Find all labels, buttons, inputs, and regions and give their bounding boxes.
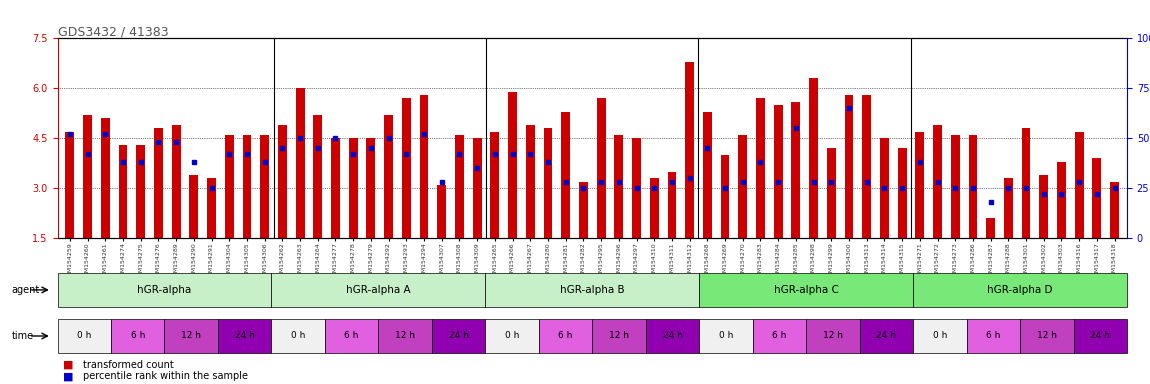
Text: percentile rank within the sample: percentile rank within the sample bbox=[83, 371, 247, 381]
Bar bbox=[827, 148, 836, 238]
Bar bbox=[597, 98, 606, 238]
Text: 24 h: 24 h bbox=[1090, 331, 1110, 341]
Text: agent: agent bbox=[12, 285, 40, 295]
Bar bbox=[278, 125, 286, 238]
Bar bbox=[791, 102, 800, 238]
Bar bbox=[544, 128, 552, 238]
Text: 12 h: 12 h bbox=[396, 331, 415, 341]
Bar bbox=[1057, 162, 1066, 238]
Bar bbox=[1092, 158, 1102, 238]
Text: 0 h: 0 h bbox=[719, 331, 734, 341]
Bar bbox=[951, 135, 959, 238]
Bar bbox=[331, 138, 340, 238]
Bar bbox=[118, 145, 128, 238]
Text: 12 h: 12 h bbox=[610, 331, 629, 341]
Bar bbox=[933, 125, 942, 238]
Bar bbox=[437, 185, 446, 238]
Bar bbox=[296, 88, 305, 238]
Bar bbox=[1004, 178, 1013, 238]
Bar bbox=[190, 175, 198, 238]
Bar bbox=[490, 132, 499, 238]
Text: 0 h: 0 h bbox=[933, 331, 948, 341]
Text: 0 h: 0 h bbox=[505, 331, 520, 341]
Bar bbox=[667, 172, 676, 238]
Text: 6 h: 6 h bbox=[987, 331, 1000, 341]
Bar bbox=[420, 95, 429, 238]
Text: 24 h: 24 h bbox=[662, 331, 682, 341]
Bar bbox=[810, 78, 818, 238]
Bar bbox=[154, 128, 163, 238]
Text: hGR-alpha B: hGR-alpha B bbox=[560, 285, 624, 295]
Text: 6 h: 6 h bbox=[773, 331, 787, 341]
Bar bbox=[578, 182, 588, 238]
Bar bbox=[774, 105, 783, 238]
Text: 6 h: 6 h bbox=[131, 331, 145, 341]
Bar bbox=[66, 132, 75, 238]
Bar bbox=[83, 115, 92, 238]
Text: hGR-alpha D: hGR-alpha D bbox=[988, 285, 1052, 295]
Bar bbox=[171, 125, 181, 238]
Bar bbox=[721, 155, 729, 238]
Bar bbox=[401, 98, 411, 238]
Bar bbox=[313, 115, 322, 238]
Bar bbox=[987, 218, 995, 238]
Bar bbox=[915, 132, 925, 238]
Bar bbox=[738, 135, 748, 238]
Bar bbox=[614, 135, 623, 238]
Bar bbox=[632, 138, 641, 238]
Bar bbox=[561, 112, 570, 238]
Bar bbox=[207, 178, 216, 238]
Bar bbox=[1075, 132, 1083, 238]
Text: 24 h: 24 h bbox=[448, 331, 468, 341]
Bar bbox=[968, 135, 978, 238]
Bar bbox=[384, 115, 393, 238]
Text: 24 h: 24 h bbox=[876, 331, 896, 341]
Text: 6 h: 6 h bbox=[558, 331, 573, 341]
Bar bbox=[703, 112, 712, 238]
Text: 12 h: 12 h bbox=[1037, 331, 1057, 341]
Bar bbox=[862, 95, 872, 238]
Text: 12 h: 12 h bbox=[182, 331, 201, 341]
Bar bbox=[756, 98, 765, 238]
Text: transformed count: transformed count bbox=[83, 360, 174, 370]
Bar bbox=[880, 138, 889, 238]
Bar bbox=[1110, 182, 1119, 238]
Text: time: time bbox=[12, 331, 33, 341]
Text: 6 h: 6 h bbox=[345, 331, 359, 341]
Bar bbox=[508, 92, 518, 238]
Text: hGR-alpha: hGR-alpha bbox=[137, 285, 192, 295]
Text: 0 h: 0 h bbox=[77, 331, 92, 341]
Bar bbox=[1040, 175, 1048, 238]
Bar bbox=[526, 125, 535, 238]
Text: hGR-alpha A: hGR-alpha A bbox=[346, 285, 411, 295]
Text: ■: ■ bbox=[63, 360, 74, 370]
Text: ■: ■ bbox=[63, 371, 74, 381]
Bar bbox=[137, 145, 145, 238]
Bar bbox=[348, 138, 358, 238]
Text: 12 h: 12 h bbox=[823, 331, 843, 341]
Text: GDS3432 / 41383: GDS3432 / 41383 bbox=[58, 25, 168, 38]
Bar bbox=[844, 95, 853, 238]
Bar bbox=[455, 135, 463, 238]
Text: 24 h: 24 h bbox=[235, 331, 254, 341]
Bar bbox=[650, 178, 659, 238]
Bar bbox=[473, 138, 482, 238]
Bar bbox=[1021, 128, 1030, 238]
Bar bbox=[685, 62, 695, 238]
Bar bbox=[260, 135, 269, 238]
Bar bbox=[367, 138, 375, 238]
Text: hGR-alpha C: hGR-alpha C bbox=[774, 285, 838, 295]
Text: 0 h: 0 h bbox=[291, 331, 306, 341]
Bar bbox=[898, 148, 906, 238]
Bar bbox=[225, 135, 233, 238]
Bar bbox=[243, 135, 252, 238]
Bar bbox=[101, 118, 109, 238]
